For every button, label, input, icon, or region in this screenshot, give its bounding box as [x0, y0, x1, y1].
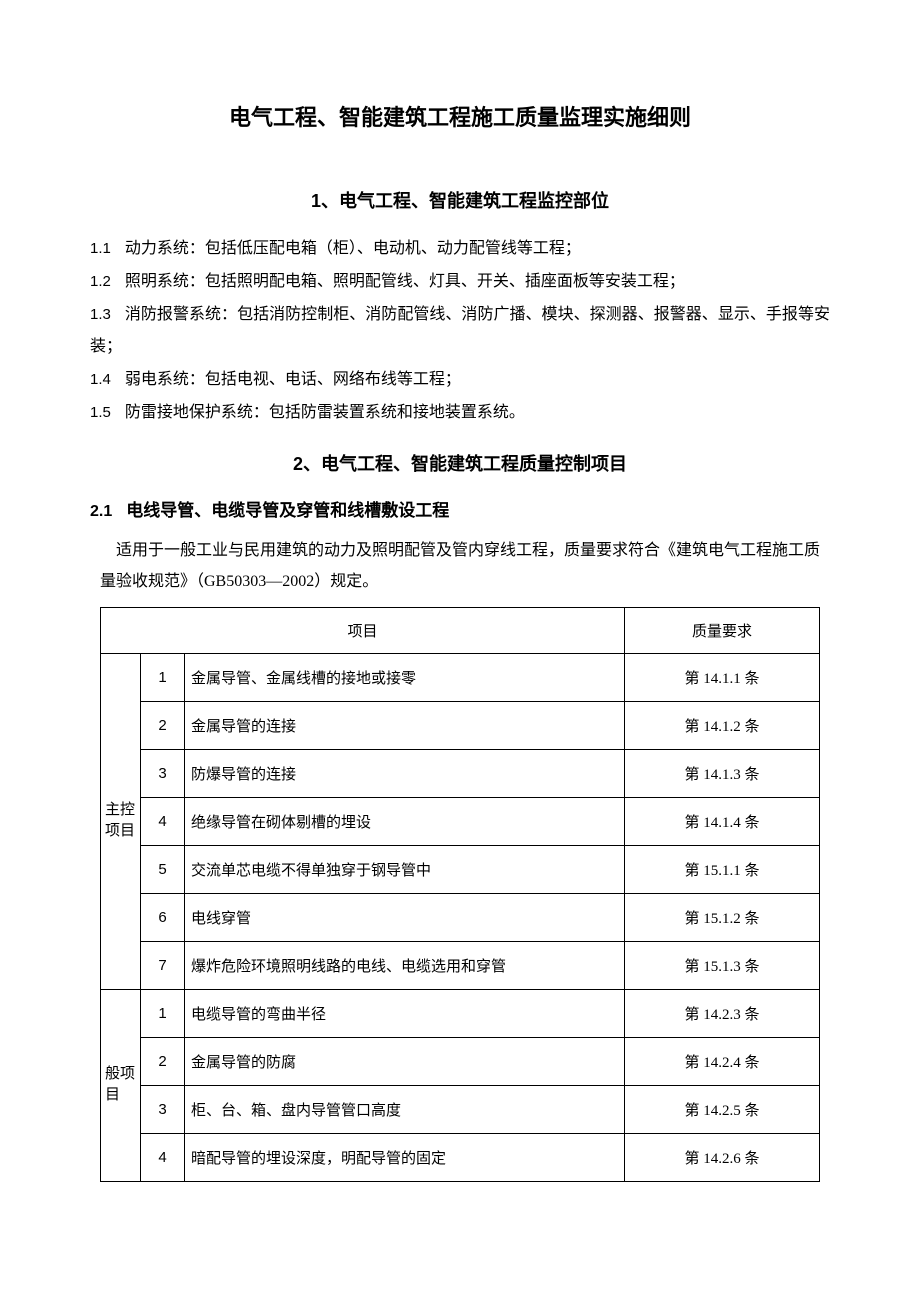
row-num: 4 — [141, 1133, 185, 1181]
item-text: 动力系统：包括低压配电箱（柜）、电动机、动力配管线等工程； — [125, 240, 581, 257]
row-req: 第 15.1.2 条 — [625, 893, 820, 941]
table-row: 3 柜、台、箱、盘内导管管口高度 第 14.2.5 条 — [101, 1085, 820, 1133]
row-desc: 金属导管、金属线槽的接地或接零 — [185, 653, 625, 701]
item-text: 消防报警系统：包括消防控制柜、消防配管线、消防广播、模块、探测器、报警器、显示、… — [90, 306, 830, 354]
row-desc: 金属导管的连接 — [185, 701, 625, 749]
sub-num: 2.1 — [90, 503, 112, 520]
row-num: 5 — [141, 845, 185, 893]
table-header-row: 项目 质量要求 — [101, 607, 820, 653]
sub-2-1-heading: 2.1 电线导管、电缆导管及穿管和线槽敷设工程 — [90, 496, 830, 521]
row-req: 第 14.1.1 条 — [625, 653, 820, 701]
row-num: 2 — [141, 701, 185, 749]
quality-table: 项目 质量要求 主控项目 1 金属导管、金属线槽的接地或接零 第 14.1.1 … — [100, 607, 820, 1182]
row-desc: 电线穿管 — [185, 893, 625, 941]
header-req: 质量要求 — [625, 607, 820, 653]
row-desc: 金属导管的防腐 — [185, 1037, 625, 1085]
item-1-1: 1.1 动力系统：包括低压配电箱（柜）、电动机、动力配管线等工程； — [90, 233, 830, 264]
table-row: 5 交流单芯电缆不得单独穿于钢导管中 第 15.1.1 条 — [101, 845, 820, 893]
row-desc: 暗配导管的埋设深度，明配导管的固定 — [185, 1133, 625, 1181]
row-req: 第 15.1.3 条 — [625, 941, 820, 989]
row-desc: 柜、台、箱、盘内导管管口高度 — [185, 1085, 625, 1133]
row-num: 1 — [141, 989, 185, 1037]
row-req: 第 14.2.3 条 — [625, 989, 820, 1037]
table-row: 2 金属导管的防腐 第 14.2.4 条 — [101, 1037, 820, 1085]
table-row: 6 电线穿管 第 15.1.2 条 — [101, 893, 820, 941]
row-num: 2 — [141, 1037, 185, 1085]
row-num: 3 — [141, 749, 185, 797]
row-desc: 爆炸危险环境照明线路的电线、电缆选用和穿管 — [185, 941, 625, 989]
row-desc: 交流单芯电缆不得单独穿于钢导管中 — [185, 845, 625, 893]
row-req: 第 14.1.3 条 — [625, 749, 820, 797]
row-num: 3 — [141, 1085, 185, 1133]
sub-2-1-intro: 适用于一般工业与民用建筑的动力及照明配管及管内穿线工程，质量要求符合《建筑电气工… — [100, 536, 820, 597]
item-num: 1.2 — [90, 273, 111, 290]
item-1-2: 1.2 照明系统：包括照明配电箱、照明配管线、灯具、开关、插座面板等安装工程； — [90, 266, 830, 297]
item-1-4: 1.4 弱电系统：包括电视、电话、网络布线等工程； — [90, 364, 830, 395]
item-text: 防雷接地保护系统：包括防雷装置系统和接地装置系统。 — [125, 404, 525, 421]
table-row: 3 防爆导管的连接 第 14.1.3 条 — [101, 749, 820, 797]
row-req: 第 14.1.2 条 — [625, 701, 820, 749]
row-desc: 防爆导管的连接 — [185, 749, 625, 797]
document-title: 电气工程、智能建筑工程施工质量监理实施细则 — [90, 100, 830, 132]
item-1-5: 1.5 防雷接地保护系统：包括防雷装置系统和接地装置系统。 — [90, 397, 830, 428]
row-num: 7 — [141, 941, 185, 989]
row-desc: 电缆导管的弯曲半径 — [185, 989, 625, 1037]
item-num: 1.4 — [90, 371, 111, 388]
row-req: 第 14.2.6 条 — [625, 1133, 820, 1181]
row-req: 第 14.2.5 条 — [625, 1085, 820, 1133]
row-desc: 绝缘导管在砌体剔槽的埋设 — [185, 797, 625, 845]
table-row: 4 绝缘导管在砌体剔槽的埋设 第 14.1.4 条 — [101, 797, 820, 845]
item-1-3: 1.3消防报警系统：包括消防控制柜、消防配管线、消防广播、模块、探测器、报警器、… — [90, 299, 830, 361]
row-req: 第 14.2.4 条 — [625, 1037, 820, 1085]
row-num: 6 — [141, 893, 185, 941]
row-req: 第 15.1.1 条 — [625, 845, 820, 893]
table-row: 主控项目 1 金属导管、金属线槽的接地或接零 第 14.1.1 条 — [101, 653, 820, 701]
group-1-label: 主控项目 — [101, 653, 141, 989]
item-text: 照明系统：包括照明配电箱、照明配管线、灯具、开关、插座面板等安装工程； — [125, 273, 685, 290]
row-num: 1 — [141, 653, 185, 701]
row-req: 第 14.1.4 条 — [625, 797, 820, 845]
table-row: 般项目 1 电缆导管的弯曲半径 第 14.2.3 条 — [101, 989, 820, 1037]
item-num: 1.3 — [90, 306, 111, 323]
item-num: 1.5 — [90, 404, 111, 421]
section-1-heading: 1、电气工程、智能建筑工程监控部位 — [90, 187, 830, 213]
section-2-heading: 2、电气工程、智能建筑工程质量控制项目 — [90, 450, 830, 476]
group-2-label: 般项目 — [101, 989, 141, 1181]
table-row: 2 金属导管的连接 第 14.1.2 条 — [101, 701, 820, 749]
header-item: 项目 — [101, 607, 625, 653]
table-row: 7 爆炸危险环境照明线路的电线、电缆选用和穿管 第 15.1.3 条 — [101, 941, 820, 989]
table-row: 4 暗配导管的埋设深度，明配导管的固定 第 14.2.6 条 — [101, 1133, 820, 1181]
sub-title: 电线导管、电缆导管及穿管和线槽敷设工程 — [126, 501, 449, 520]
item-text: 弱电系统：包括电视、电话、网络布线等工程； — [125, 371, 461, 388]
item-num: 1.1 — [90, 240, 111, 257]
row-num: 4 — [141, 797, 185, 845]
